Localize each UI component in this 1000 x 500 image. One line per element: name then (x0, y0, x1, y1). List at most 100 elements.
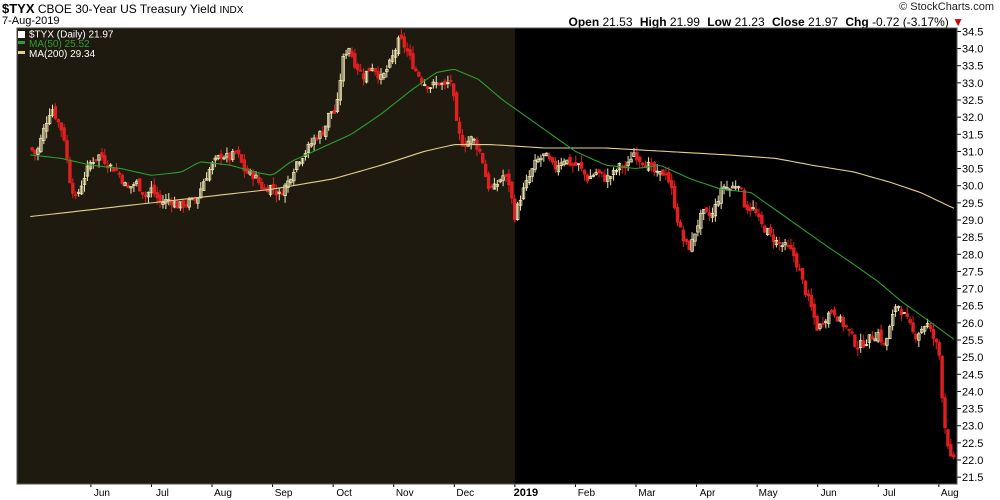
y-tick-label: 32.5 (962, 95, 983, 107)
candle (626, 156, 630, 172)
candle (832, 306, 837, 318)
candle (809, 288, 813, 311)
candle (123, 181, 127, 187)
candle (521, 182, 526, 200)
candle (498, 178, 502, 184)
y-axis-panel (957, 28, 1000, 484)
candle (742, 187, 747, 208)
candle (390, 49, 395, 64)
candle (140, 191, 145, 200)
candle (132, 181, 136, 193)
candle (56, 118, 61, 128)
candle (905, 306, 909, 320)
candle (719, 181, 723, 210)
y-tick-label: 28.5 (962, 232, 983, 244)
x-tick-label: Jul (883, 488, 896, 499)
candle (231, 148, 235, 162)
candle (690, 232, 694, 253)
y-tick-label: 26.0 (962, 318, 983, 330)
y-tick-label: 33.5 (962, 61, 983, 73)
candle (47, 108, 52, 126)
exchange: INDX (219, 5, 244, 16)
legend-entry-price: $TYX (Daily) 21.97 (18, 30, 114, 41)
candle (638, 155, 642, 169)
ma200-line (30, 144, 955, 218)
candle (286, 175, 290, 193)
candle (396, 35, 401, 56)
candle (44, 116, 49, 139)
candle (771, 228, 776, 249)
candle (294, 161, 299, 173)
x-tick-label: Aug (941, 488, 959, 499)
candle (594, 168, 598, 176)
candle (815, 314, 819, 332)
candle (411, 46, 415, 70)
candle (309, 137, 313, 148)
candle (870, 330, 875, 340)
candle (312, 134, 316, 151)
candle (196, 197, 200, 209)
y-tick-label: 30.5 (962, 164, 983, 176)
candle (71, 178, 75, 199)
candle (751, 200, 755, 211)
candle (146, 191, 151, 204)
candle (667, 166, 671, 184)
candle (530, 167, 534, 183)
candle (553, 157, 558, 173)
candle (367, 67, 372, 72)
candle (74, 191, 78, 200)
candle (899, 306, 904, 321)
candle (91, 157, 95, 169)
candle (199, 182, 203, 199)
candle (152, 178, 156, 197)
candle (181, 198, 186, 213)
candle (518, 195, 523, 211)
candle (582, 169, 587, 181)
candle (341, 53, 345, 87)
candle (358, 63, 363, 72)
candle (550, 156, 555, 165)
candle (454, 90, 459, 122)
candle (693, 233, 697, 247)
x-tick-label: Dec (456, 488, 474, 499)
candle (207, 167, 212, 182)
candle (257, 173, 261, 185)
candle (356, 62, 360, 76)
candle (315, 134, 319, 142)
candle (510, 180, 514, 204)
candle (222, 155, 226, 161)
y-tick-label: 34.0 (962, 44, 983, 56)
y-tick-label: 27.0 (962, 284, 983, 296)
y-tick-label: 24.0 (962, 386, 983, 398)
shaded-period-2018 (17, 28, 515, 484)
candle (908, 316, 912, 326)
candle (292, 168, 296, 185)
candle (611, 167, 616, 181)
candle (344, 49, 348, 60)
candle (675, 203, 680, 227)
x-tick-label: Jun (821, 488, 837, 499)
legend-label-ma50: MA(50) 25.52 (29, 39, 90, 50)
low-label: Low (707, 15, 732, 29)
candle (402, 32, 406, 54)
candle (515, 201, 520, 221)
candle (414, 66, 418, 72)
candle (242, 153, 247, 178)
y-tick-label: 29.5 (962, 198, 983, 210)
candle (896, 305, 901, 312)
candle (408, 44, 412, 60)
candle (129, 186, 133, 194)
candle (579, 155, 584, 171)
candle (911, 316, 915, 334)
x-tick-label: Apr (700, 488, 716, 499)
candle (277, 187, 281, 201)
candle (478, 143, 482, 154)
high-label: High (639, 15, 667, 29)
candle (949, 438, 953, 458)
candle (792, 242, 796, 263)
candle (591, 173, 595, 178)
candle (890, 309, 895, 331)
candle (699, 209, 703, 235)
candle (120, 173, 124, 186)
